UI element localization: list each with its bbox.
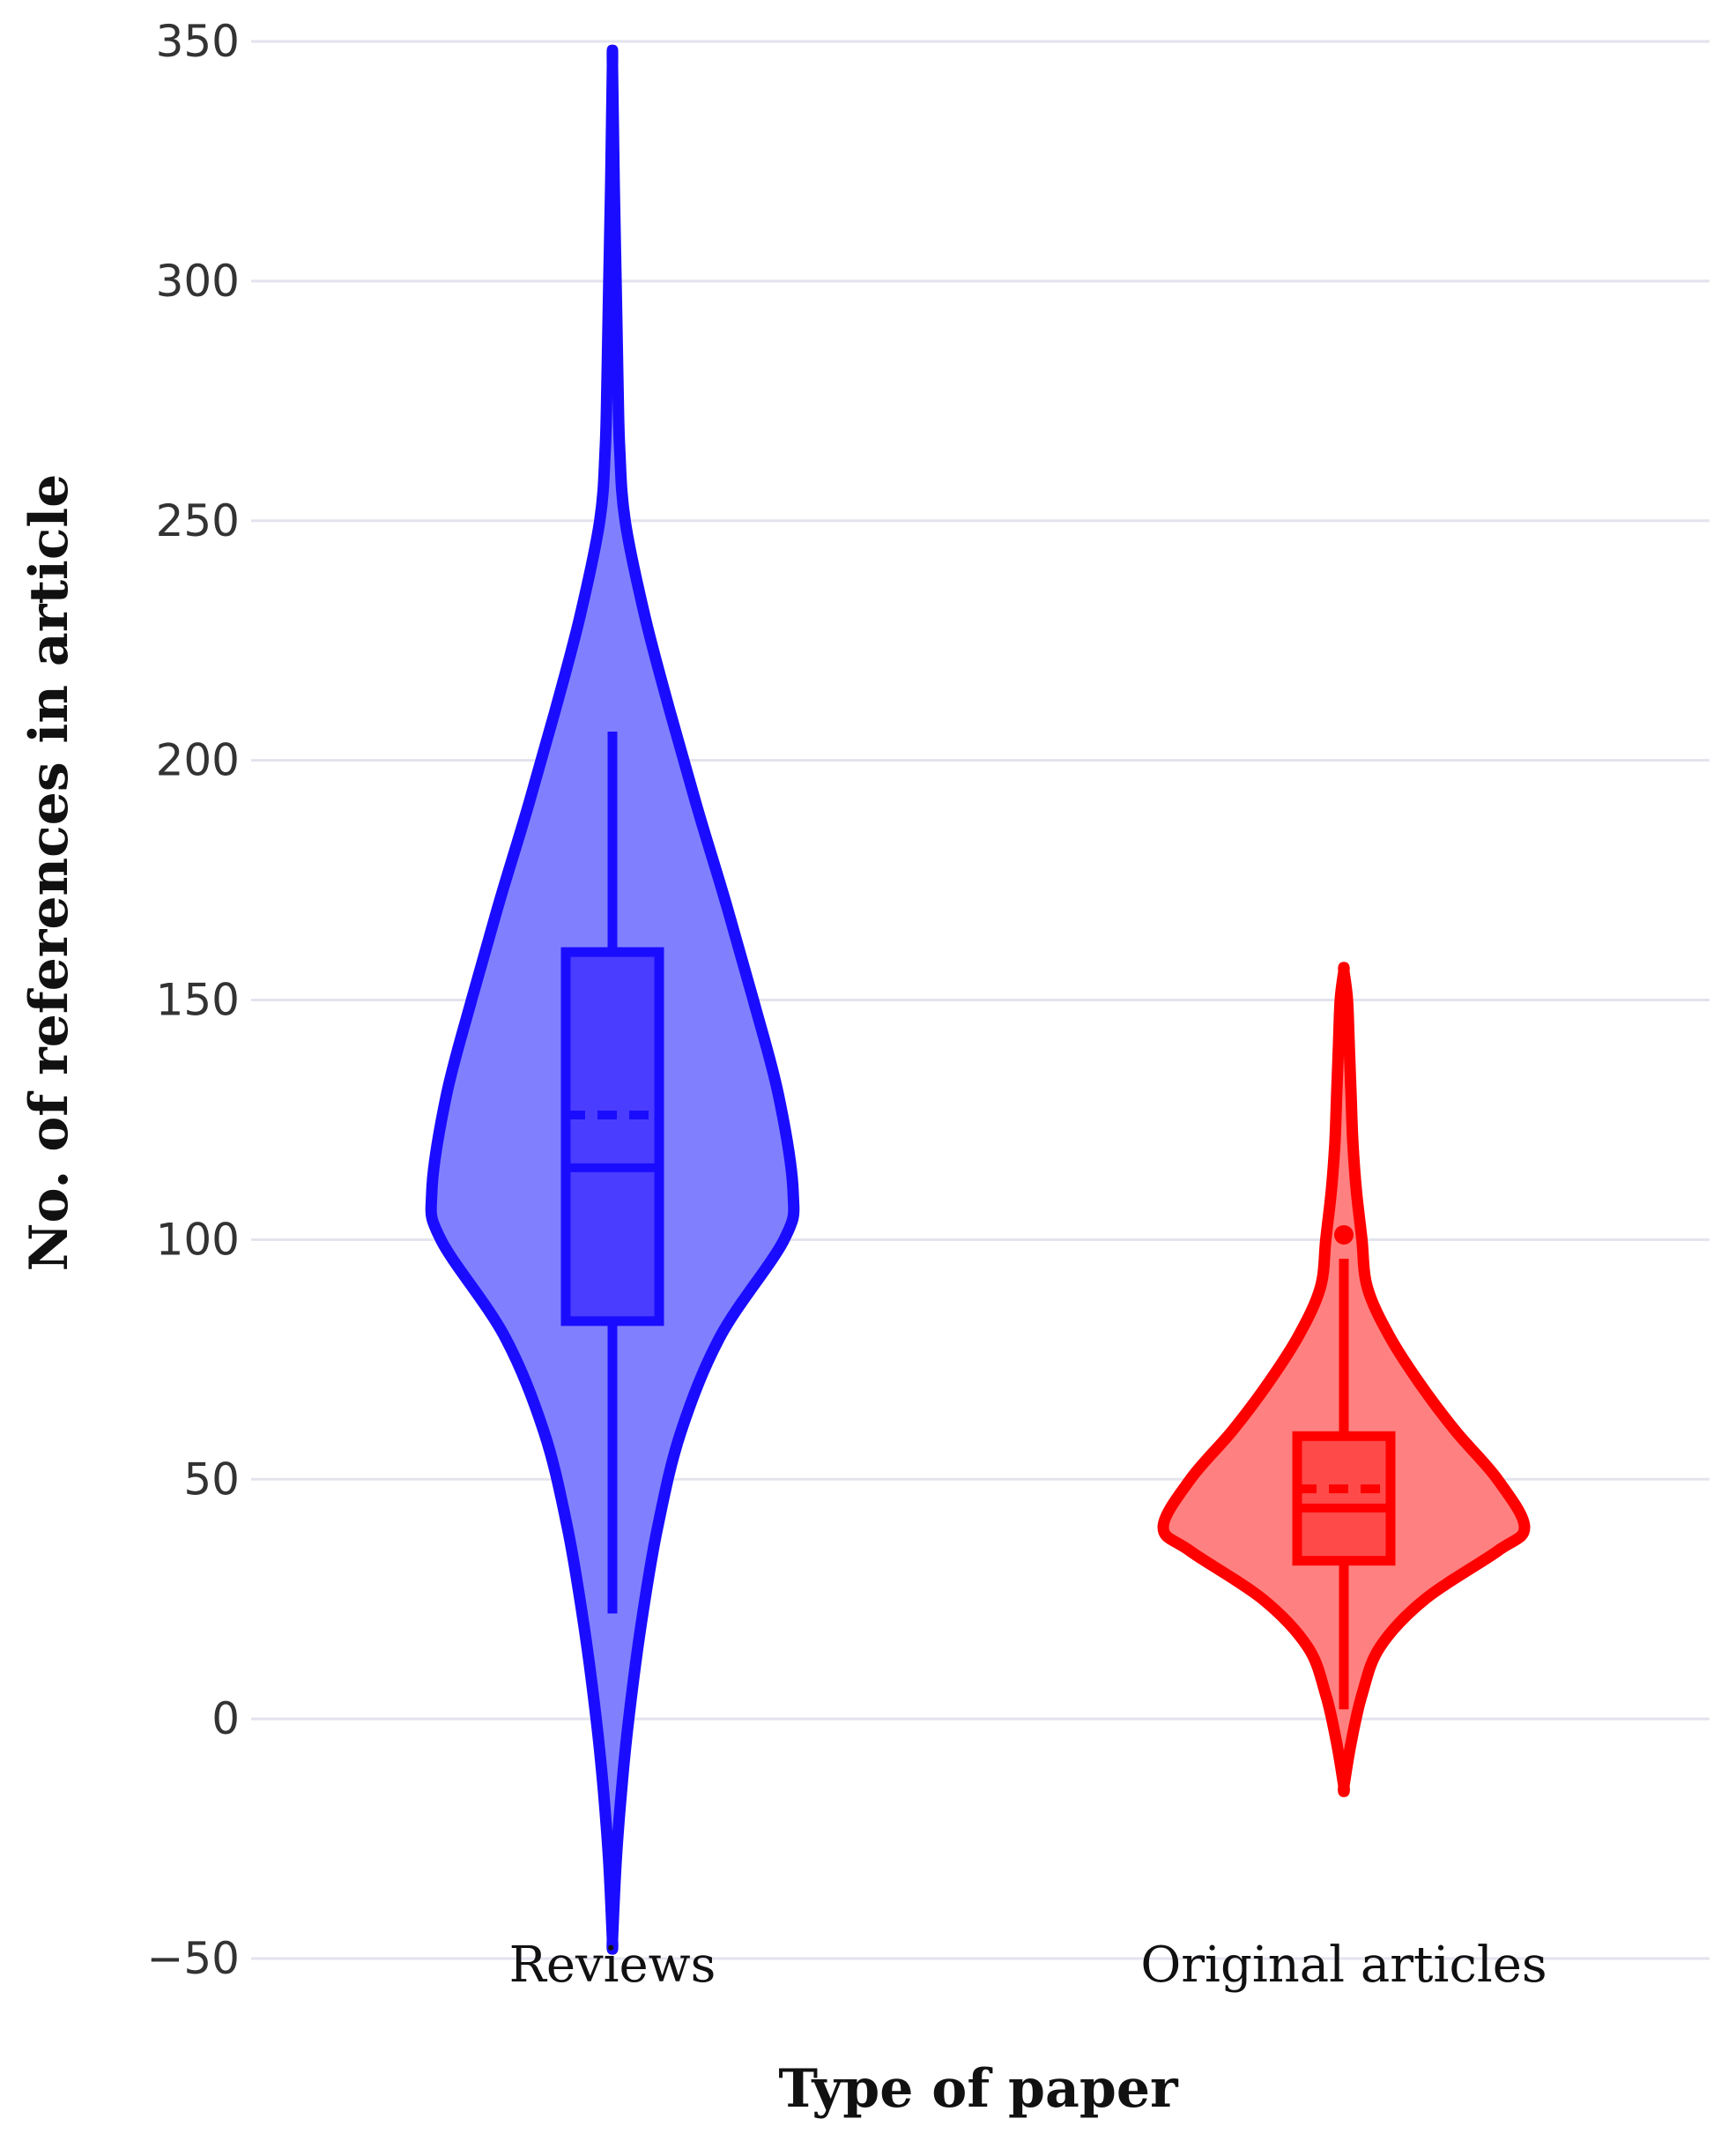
violin-reviews <box>425 44 800 1955</box>
y-tick-label: 50 <box>183 1453 240 1505</box>
outlier-point <box>1334 1033 1354 1053</box>
y-tick-label: 200 <box>156 735 240 786</box>
y-axis-title: No. of references in article <box>19 474 80 1272</box>
violin-original-articles <box>1157 962 1531 1797</box>
outlier-point <box>1334 1224 1354 1245</box>
y-tick-label: −50 <box>146 1933 240 1984</box>
x-category-label: Original articles <box>1140 1937 1547 1994</box>
y-tick-label: 0 <box>211 1693 240 1744</box>
iqr-box <box>1292 1431 1396 1566</box>
x-category-label: Reviews <box>509 1937 716 1994</box>
violins <box>425 44 1531 1955</box>
y-tick-label: 300 <box>156 256 240 307</box>
x-category-labels: Reviews Original articles <box>509 1937 1547 1994</box>
y-tick-label: 250 <box>156 495 240 546</box>
y-tick-label: 100 <box>156 1214 240 1265</box>
y-tick-label: 150 <box>156 975 240 1026</box>
iqr-box <box>560 947 664 1327</box>
x-axis-title: Type of paper <box>778 2058 1179 2120</box>
outlier-point <box>603 372 622 392</box>
y-tick-label: 350 <box>156 16 240 67</box>
y-tick-labels: −50 0 50 100 150 200 250 300 350 <box>146 16 240 1984</box>
